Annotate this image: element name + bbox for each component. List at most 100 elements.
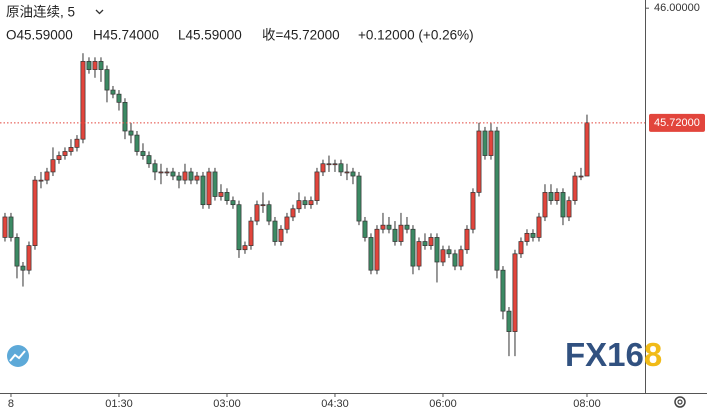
- legend-text: +0.12000 (+0.26%): [358, 28, 474, 43]
- x-tick-label: 8: [8, 398, 14, 410]
- candle-body: [554, 192, 560, 201]
- candle-body: [374, 228, 380, 271]
- candle-body: [2, 216, 8, 238]
- settings-icon[interactable]: [674, 396, 686, 408]
- logo-icon[interactable]: [7, 345, 29, 367]
- candle-body: [572, 175, 578, 201]
- candle-body: [584, 122, 590, 177]
- candle-body: [188, 171, 194, 181]
- candle-body: [566, 200, 572, 218]
- candle-body: [476, 130, 482, 193]
- candle-body: [44, 171, 50, 181]
- candle-body: [356, 175, 362, 222]
- candle-body: [260, 204, 266, 207]
- candle-body: [140, 151, 146, 156]
- candle-body: [248, 220, 254, 246]
- candle-body: [464, 228, 470, 251]
- candle-body: [434, 237, 440, 263]
- candle-body: [236, 204, 242, 251]
- candle-body: [548, 192, 554, 201]
- watermark: FX168: [565, 336, 662, 373]
- candle-body: [80, 61, 86, 140]
- candle-body: [512, 253, 518, 332]
- candle-body: [578, 175, 584, 178]
- candle-body: [470, 192, 476, 230]
- candle-body: [92, 61, 98, 70]
- candle-body: [386, 224, 392, 230]
- candle-body: [458, 249, 464, 267]
- candle-body: [224, 192, 230, 201]
- candle-body: [518, 241, 524, 255]
- legend-text: H45.74000: [93, 28, 159, 43]
- candle-body: [182, 171, 188, 181]
- candle-body: [20, 265, 26, 271]
- candle-body: [74, 138, 80, 148]
- candle-body: [212, 171, 218, 197]
- legend-text: 收=45.72000: [262, 28, 340, 43]
- candle-body: [302, 200, 308, 206]
- candle-body: [278, 228, 284, 242]
- candle-body: [536, 216, 542, 238]
- candle-body: [416, 241, 422, 267]
- candle-body: [110, 89, 116, 95]
- candle-body: [194, 175, 200, 181]
- candle-body: [272, 220, 278, 242]
- x-tick-label: 04:30: [321, 398, 349, 410]
- candle-body: [170, 171, 176, 177]
- candle-body: [440, 249, 446, 263]
- candle-body: [428, 237, 434, 246]
- candle-body: [524, 232, 530, 242]
- x-tick-label: 03:00: [213, 398, 241, 410]
- last-price-box: [649, 113, 705, 132]
- candle-body: [38, 179, 44, 182]
- candle-body: [314, 171, 320, 201]
- candle-body: [404, 224, 410, 230]
- candle-body: [338, 163, 344, 173]
- last-price-label: 45.72000: [654, 117, 700, 129]
- legend-text: L45.59000: [178, 28, 242, 43]
- candle-body: [308, 200, 314, 206]
- candle-body: [506, 310, 512, 332]
- candle-body: [158, 171, 164, 174]
- candle-body: [500, 269, 506, 312]
- candle-body: [290, 208, 296, 218]
- x-tick-label: 01:30: [105, 398, 133, 410]
- candle-body: [296, 200, 302, 210]
- candle-body: [380, 224, 386, 230]
- x-tick-label: 08:00: [573, 398, 601, 410]
- candle-body: [368, 237, 374, 271]
- candle-body: [482, 130, 488, 156]
- candle-body: [392, 228, 398, 242]
- candle-body: [104, 69, 110, 91]
- candle-body: [14, 237, 20, 267]
- candle-body: [122, 101, 128, 132]
- candle-body: [26, 245, 32, 271]
- watermark-text: FX16: [565, 336, 644, 373]
- chart-title: 原油连续, 5: [6, 5, 75, 20]
- candle-body: [62, 151, 68, 156]
- watermark-text: 8: [644, 336, 662, 373]
- candle-body: [230, 200, 236, 206]
- y-tick-label: 46.00000: [654, 2, 700, 14]
- candle-body: [98, 61, 104, 70]
- candle-body: [200, 175, 206, 206]
- candle-body: [452, 253, 458, 267]
- candle-body: [488, 130, 494, 156]
- plot-area: [0, 53, 645, 357]
- candle-body: [242, 245, 248, 251]
- dropdown-chevron[interactable]: [95, 9, 104, 15]
- candle-body: [116, 93, 122, 103]
- legend-text: O45.59000: [6, 28, 73, 43]
- candle-body: [530, 232, 536, 238]
- candle-body: [422, 241, 428, 246]
- candle-body: [560, 192, 566, 218]
- candle-body: [332, 163, 338, 166]
- candle-body: [164, 171, 170, 174]
- candle-body: [344, 171, 350, 174]
- candle-body: [56, 155, 62, 161]
- candle-body: [206, 171, 212, 206]
- candle-body: [86, 61, 92, 70]
